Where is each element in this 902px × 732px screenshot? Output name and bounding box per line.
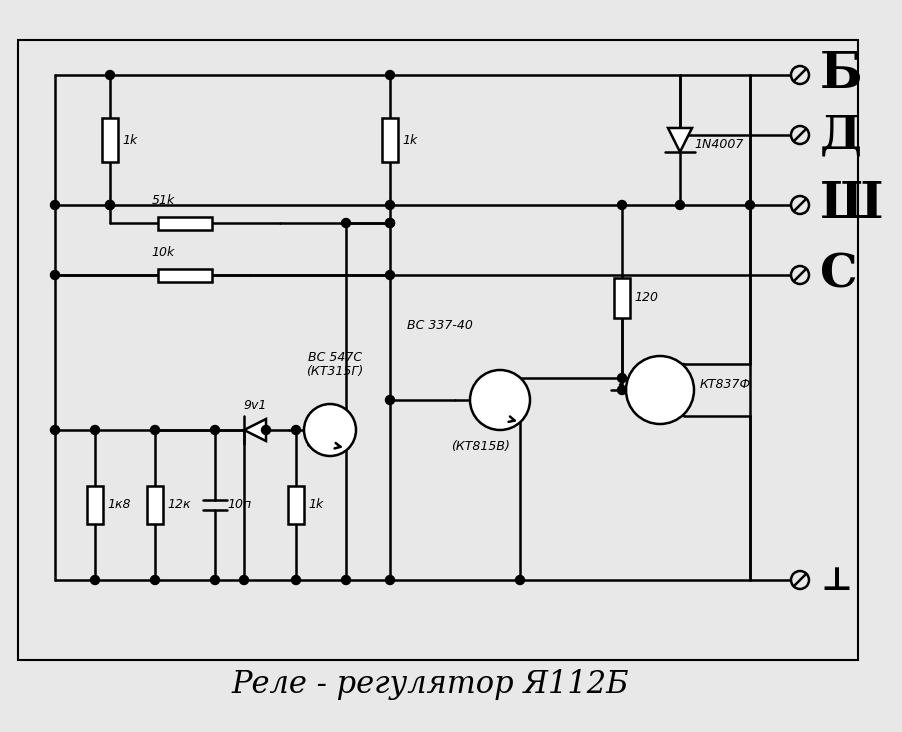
Circle shape — [745, 201, 754, 209]
Circle shape — [51, 425, 60, 435]
Text: 1N4007: 1N4007 — [694, 138, 743, 152]
Circle shape — [342, 218, 351, 228]
Circle shape — [304, 404, 356, 456]
Bar — [87, 486, 103, 524]
Circle shape — [385, 218, 394, 228]
Circle shape — [516, 575, 524, 584]
Bar — [158, 269, 212, 282]
Bar — [147, 486, 163, 524]
Circle shape — [385, 70, 394, 80]
Text: 1k: 1k — [308, 498, 323, 512]
Circle shape — [106, 70, 115, 80]
Circle shape — [291, 575, 300, 584]
Circle shape — [791, 66, 809, 84]
Circle shape — [618, 386, 627, 395]
Bar — [158, 217, 212, 230]
Circle shape — [90, 575, 99, 584]
Text: КТ837Ф: КТ837Ф — [700, 378, 751, 392]
Bar — [18, 40, 858, 660]
Text: BC 547С: BC 547С — [308, 351, 362, 364]
Circle shape — [151, 575, 160, 584]
Polygon shape — [244, 419, 266, 441]
Text: 10п: 10п — [227, 498, 251, 512]
Circle shape — [291, 425, 300, 435]
Text: (КТ315Г): (КТ315Г) — [307, 365, 364, 378]
Circle shape — [90, 425, 99, 435]
Circle shape — [385, 201, 394, 209]
Circle shape — [385, 575, 394, 584]
Polygon shape — [668, 128, 692, 152]
Text: BC 337-40: BC 337-40 — [407, 319, 473, 332]
Bar — [288, 486, 304, 524]
Circle shape — [385, 271, 394, 280]
Circle shape — [676, 201, 685, 209]
Circle shape — [106, 201, 115, 209]
Circle shape — [618, 201, 627, 209]
Text: 51k: 51k — [152, 194, 175, 207]
Circle shape — [51, 201, 60, 209]
Text: 1k: 1k — [402, 133, 418, 146]
Text: 1k: 1k — [122, 133, 137, 146]
Circle shape — [262, 425, 271, 435]
Bar — [382, 118, 398, 162]
Text: Реле - регулятор Я112Б: Реле - регулятор Я112Б — [231, 670, 629, 701]
Text: С: С — [820, 252, 858, 298]
Text: Д: Д — [820, 112, 862, 158]
Circle shape — [791, 266, 809, 284]
Text: Ш: Ш — [820, 181, 883, 230]
Circle shape — [385, 218, 394, 228]
Circle shape — [791, 126, 809, 144]
Circle shape — [470, 370, 530, 430]
Text: 120: 120 — [634, 291, 658, 304]
Text: 1к8: 1к8 — [107, 498, 131, 512]
Text: Б: Б — [820, 51, 862, 100]
Circle shape — [385, 395, 394, 405]
Circle shape — [791, 196, 809, 214]
Circle shape — [342, 575, 351, 584]
Circle shape — [791, 571, 809, 589]
Text: ⊥: ⊥ — [820, 564, 852, 597]
Text: 10k: 10k — [152, 246, 175, 259]
Text: 9v1: 9v1 — [244, 399, 267, 412]
Bar — [614, 277, 630, 318]
Circle shape — [151, 425, 160, 435]
Text: (КТ815В): (КТ815В) — [451, 440, 510, 453]
Circle shape — [626, 356, 694, 424]
Circle shape — [51, 271, 60, 280]
Circle shape — [618, 373, 627, 383]
Bar — [102, 118, 118, 162]
Text: 12к: 12к — [167, 498, 190, 512]
Circle shape — [240, 575, 248, 584]
Circle shape — [210, 575, 219, 584]
Circle shape — [210, 425, 219, 435]
Circle shape — [106, 201, 115, 209]
